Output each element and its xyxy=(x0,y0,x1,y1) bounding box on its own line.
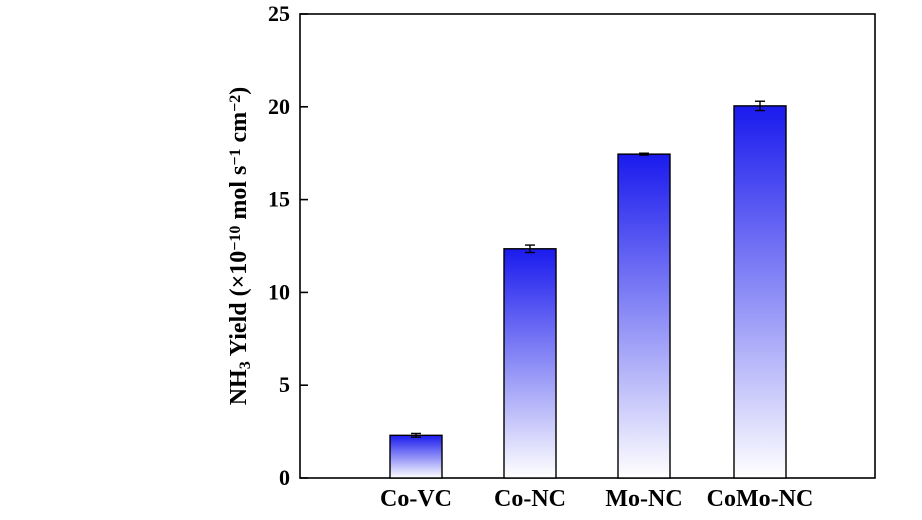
bar-co-nc xyxy=(503,248,557,479)
y-tick-label: 20 xyxy=(268,94,290,119)
plot-frame xyxy=(299,13,876,479)
bar-mo-nc xyxy=(617,153,671,479)
x-category-label: Mo-NC xyxy=(605,486,682,512)
y-tick-label: 10 xyxy=(268,279,290,304)
y-tick-label: 0 xyxy=(279,465,290,490)
x-category-label: Co-NC xyxy=(494,486,566,512)
x-category-label: Co-VC xyxy=(380,486,452,512)
y-axis-title: NH3 Yield (×10−10 mol s−1 cm−2) xyxy=(226,87,254,406)
y-tick-label: 25 xyxy=(268,1,290,26)
y-axis-ticks: 0 5 10 15 20 25 xyxy=(268,1,308,490)
bar-como-nc xyxy=(733,105,787,479)
bars-group xyxy=(389,100,787,479)
x-axis-category-labels: Co-VC Co-NC Mo-NC CoMo-NC xyxy=(380,486,813,512)
y-tick-label: 15 xyxy=(268,187,290,212)
y-tick-label: 5 xyxy=(279,372,290,397)
bar-co-vc xyxy=(389,434,443,479)
x-category-label: CoMo-NC xyxy=(707,486,814,512)
